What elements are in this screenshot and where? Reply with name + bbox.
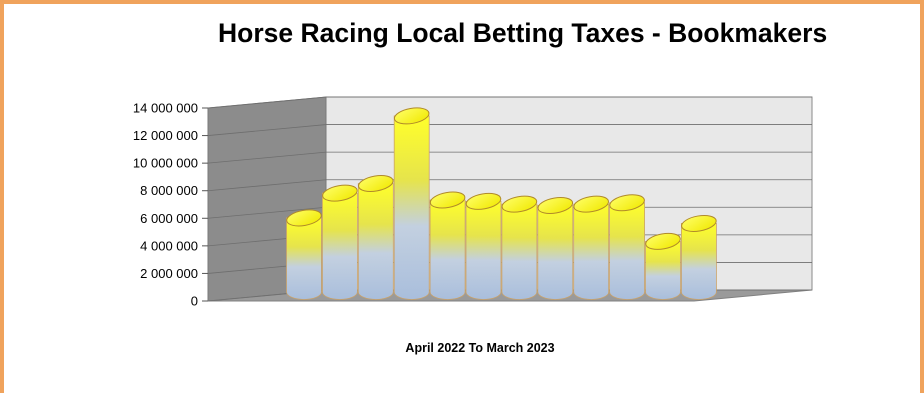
y-tick-label: 4 000 000 xyxy=(140,238,198,253)
bar-body xyxy=(537,205,574,300)
bar xyxy=(286,209,322,300)
y-tick-label: 2 000 000 xyxy=(140,266,198,281)
bar xyxy=(393,107,430,300)
y-tick-label: 8 000 000 xyxy=(140,183,198,198)
bar-top xyxy=(501,195,538,213)
bar xyxy=(609,194,645,300)
bar-body xyxy=(645,240,681,300)
bar xyxy=(429,191,466,300)
bar xyxy=(357,174,394,300)
bar xyxy=(537,197,574,300)
bar xyxy=(501,195,538,300)
y-tick-label: 12 000 000 xyxy=(133,128,198,143)
gridline xyxy=(207,124,812,136)
bar-body xyxy=(501,203,538,300)
bar-top xyxy=(573,195,609,213)
gridline xyxy=(207,179,812,192)
bar-top xyxy=(645,232,681,250)
gridline xyxy=(207,151,812,164)
bar-body xyxy=(681,223,717,300)
bar xyxy=(573,195,610,300)
bar-top xyxy=(322,184,358,202)
chart-title: Horse Racing Local Betting Taxes - Bookm… xyxy=(218,18,828,48)
bar xyxy=(322,184,358,300)
bar xyxy=(465,192,502,300)
bar-body xyxy=(322,192,358,300)
bar xyxy=(645,232,681,300)
bar-top xyxy=(358,174,394,192)
bar-body xyxy=(357,183,394,300)
bar-body xyxy=(573,203,610,300)
bar-body xyxy=(393,115,430,300)
bar-top xyxy=(429,191,466,209)
bar-top xyxy=(681,214,717,232)
bar xyxy=(681,214,717,300)
bar-top xyxy=(465,192,502,210)
bar-top xyxy=(609,194,645,212)
bar-body xyxy=(286,217,322,300)
bar-top xyxy=(286,209,322,227)
bar-top xyxy=(537,197,574,215)
y-tick-label: 14 000 000 xyxy=(133,101,198,116)
y-tick-label: 6 000 000 xyxy=(140,211,198,226)
gridline xyxy=(207,96,812,109)
y-tick-label: 0 xyxy=(191,294,198,309)
bar-body xyxy=(609,202,645,300)
bar-top xyxy=(393,107,430,125)
bar-body xyxy=(465,200,502,300)
bar-body xyxy=(429,199,466,300)
y-tick-label: 10 000 000 xyxy=(133,156,198,171)
x-axis-label: April 2022 To March 2023 xyxy=(405,341,555,355)
